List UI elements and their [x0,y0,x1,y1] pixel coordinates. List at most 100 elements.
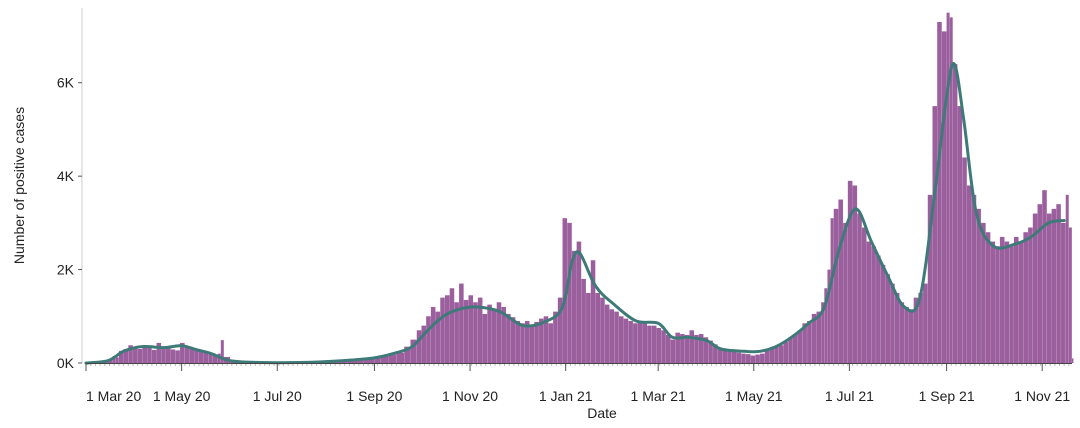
bar [852,185,858,363]
bar [703,337,709,363]
bar [999,236,1005,363]
bar [830,218,834,363]
bar [904,306,909,363]
bar [811,313,817,363]
bar [180,342,185,363]
bar [212,355,218,363]
bar [899,302,905,363]
bar [675,332,680,363]
bar [717,347,723,363]
bar [374,357,381,363]
bar [435,311,441,363]
bar [1072,358,1074,363]
bar [468,295,474,363]
bar [586,292,591,363]
bar [529,326,535,363]
bar [876,255,881,363]
bar [783,341,789,363]
bar [459,283,464,363]
y-axis-title: Number of positive cases [11,107,27,264]
bar [1061,222,1066,363]
bar [1032,213,1038,363]
bar [156,342,162,363]
bar [666,334,671,363]
bar [562,218,568,363]
bar [642,323,648,363]
bar [189,348,195,363]
bar [661,330,666,363]
bar [680,334,685,363]
trend-line [84,62,1066,365]
bar [1065,194,1069,363]
bar [880,264,886,363]
bar [778,345,784,363]
bar [890,283,895,363]
bar [1056,204,1061,363]
bar [918,292,923,363]
bar [609,309,615,363]
bar [698,334,704,363]
bar [581,278,586,363]
bar [388,354,397,363]
x-axis-title: Date [587,405,617,421]
x-tick-label: 1 Sep 20 [346,388,402,404]
bar [656,327,662,363]
bar [821,302,825,363]
bar [543,316,549,363]
bar [861,227,867,363]
bar [208,354,213,364]
x-tick-label: 1 Nov 20 [442,388,498,404]
x-tick-label: 1 Mar 20 [86,388,141,404]
bar [736,352,742,363]
bar [416,330,422,363]
bar [708,340,713,363]
bar [444,295,450,363]
x-axis-ticks: 1 Mar 20 1 May 20 1 Jul 20 1 Sep 20 1 Nov 20… [85,364,1070,404]
bar [1014,236,1019,363]
bar [454,302,459,363]
bar [684,334,690,363]
bar [590,260,596,363]
bar [741,353,746,363]
bar [515,320,521,363]
bar [894,292,900,363]
bar [1018,241,1024,363]
bar [557,297,563,363]
bar [430,306,436,363]
bar [713,344,718,363]
bar [847,180,853,363]
bar [410,339,417,363]
bar [971,194,977,363]
bar [473,302,478,363]
bar [727,350,732,363]
bar [788,337,793,363]
bar [604,304,610,363]
bar [966,185,972,363]
bar [220,340,224,363]
bar [957,106,963,363]
x-tick-label: 1 Sep 21 [919,388,975,404]
bar [524,320,530,363]
bar [722,348,727,363]
bar [923,283,928,363]
bar [1023,232,1028,363]
bar [133,347,138,363]
bar [128,345,133,363]
bar [816,311,822,363]
bar [792,334,798,363]
bar [477,297,483,363]
bar [797,330,803,363]
bar [595,292,601,363]
bar [396,352,405,363]
bar [755,354,760,363]
x-tick-label: 1 Jan 21 [539,388,593,404]
bar [637,320,643,363]
bar [421,325,427,363]
bar [927,194,933,363]
bar [1009,246,1014,363]
bar [363,359,375,363]
bar [115,357,119,363]
bar [534,321,539,363]
bar [694,334,699,363]
bar [482,313,488,363]
